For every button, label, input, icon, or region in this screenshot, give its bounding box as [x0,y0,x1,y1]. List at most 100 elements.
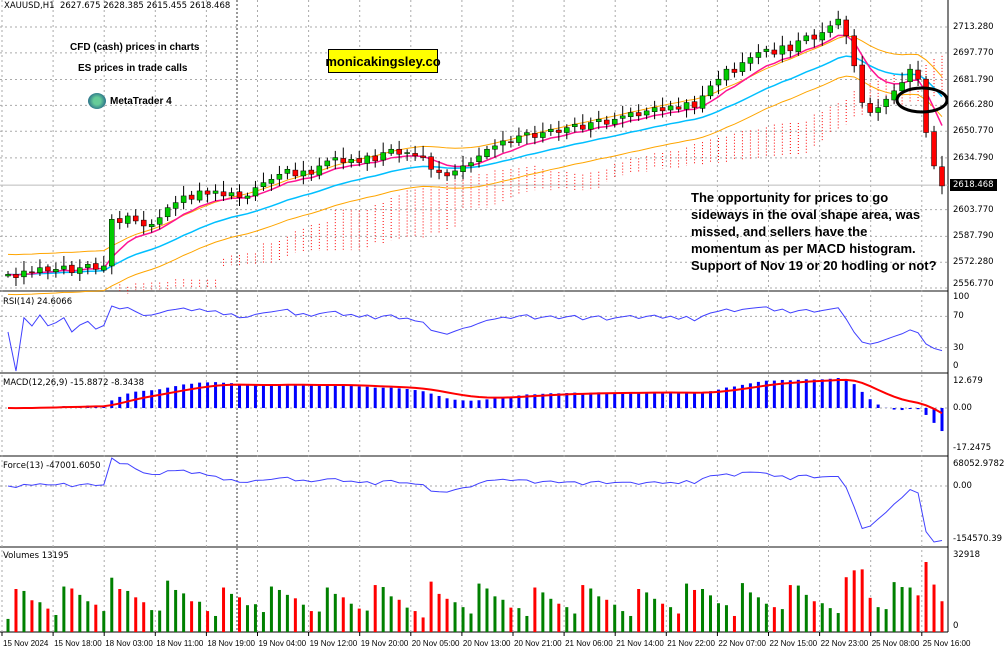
candle [364,155,370,164]
macd-signal-line [7,378,943,415]
y-tick-label: 2603.770 [953,204,994,215]
candle [691,101,698,108]
candle [324,160,331,167]
candle [300,170,307,177]
candle [372,155,378,162]
candle [875,107,881,113]
candle [412,153,418,157]
candle [276,174,283,180]
macd-label: MACD(12,26,9) -15.8872 -8.3438 [3,378,144,388]
candle [643,110,650,116]
candle [244,195,251,199]
rsi-line [7,305,943,372]
candle [755,52,762,58]
candle [492,145,498,150]
candle [109,219,115,267]
candle [85,264,91,268]
candle [588,122,594,130]
candle [619,115,626,119]
x-tick-label: 22 Nov 23:00 [820,639,869,648]
candle [484,148,490,157]
x-tick-label: 18 Nov 03:00 [105,639,153,648]
candle [707,85,714,97]
rsi-label: RSI(14) 24.6066 [3,297,73,307]
candle [45,266,51,272]
candle [683,102,690,110]
candle [564,127,570,133]
candle [476,155,482,162]
candle [13,274,19,278]
candle [747,57,754,64]
symbol-label: XAUUSD,H1 [4,1,55,11]
x-tick-label: 20 Nov 13:00 [462,639,511,648]
candle [795,40,802,52]
candle [332,157,339,161]
candle [420,155,426,158]
x-tick-label: 22 Nov 07:00 [718,639,766,648]
candle [212,190,219,194]
note-es: ES prices in trade calls [78,63,188,74]
y-tick-label: 2681.790 [953,74,994,85]
x-tick-label: 18 Nov 11:00 [156,639,204,648]
metatrader-logo: MetaTrader 4 [88,93,172,109]
x-tick-label: 22 Nov 15:00 [769,639,818,648]
y-tick-label: 2697.770 [953,47,994,58]
candle [915,69,921,80]
candle [292,169,299,177]
macd-tick-label: 0.00 [953,403,972,413]
logo-text: MetaTrader 4 [110,95,172,107]
commentary-line: momentum as per MACD histogram. [691,241,916,256]
envelope-upper [7,35,943,256]
candle [124,215,131,224]
commentary-line: missed, and sellers have the [691,224,868,239]
x-tick-label: 25 Nov 08:00 [871,639,920,648]
candle [452,170,458,176]
x-tick-label: 15 Nov 18:00 [54,639,102,648]
candle [53,269,59,273]
y-tick-label: 2572.280 [953,257,994,268]
force-tick-label: 0.00 [953,481,972,491]
candle [61,265,67,270]
candle [803,35,810,42]
x-tick-label: 21 Nov 22:00 [667,639,715,648]
candle [460,165,466,172]
candle [316,165,323,176]
candle [572,123,578,127]
candle [787,44,794,52]
commentary: The opportunity for prices to go sideway… [691,189,937,274]
envelope-lower [7,75,943,296]
candle [595,118,602,122]
ohlc-values: 2627.675 2628.385 2615.455 2618.468 [59,1,231,11]
x-tick-label: 21 Nov 06:00 [565,639,613,648]
x-tick-label: 18 Nov 19:00 [207,639,255,648]
candle [715,78,722,86]
commentary-line: sideways in the oval shape area, was [691,207,921,222]
candle [867,103,873,113]
candle [37,267,43,273]
current-price-label: 2618.468 [950,179,997,192]
candle [763,48,770,52]
candle [5,274,11,277]
candle [835,18,841,26]
candle [939,166,945,187]
symbol-header: XAUUSD,H1 2627.675 2628.385 2615.455 261… [4,1,230,11]
candle [931,131,937,167]
candle [524,132,530,136]
x-tick-label: 19 Nov 20:00 [360,639,409,648]
candle [148,224,155,228]
oval-annotation [895,86,949,114]
rsi-tick-label: 70 [953,311,964,322]
candle [228,192,235,197]
force-tick-label: -154570.39 [953,534,1003,544]
candle [156,217,163,225]
force-label: Force(13) -47001.6050 [3,461,101,471]
candle [923,78,929,133]
candle [651,107,658,112]
candle [731,68,738,73]
candle [236,191,243,198]
macd-tick-label: 12.679 [953,376,983,386]
candle [396,148,402,155]
candle [404,152,410,154]
x-tick-label: 19 Nov 12:00 [309,639,358,648]
